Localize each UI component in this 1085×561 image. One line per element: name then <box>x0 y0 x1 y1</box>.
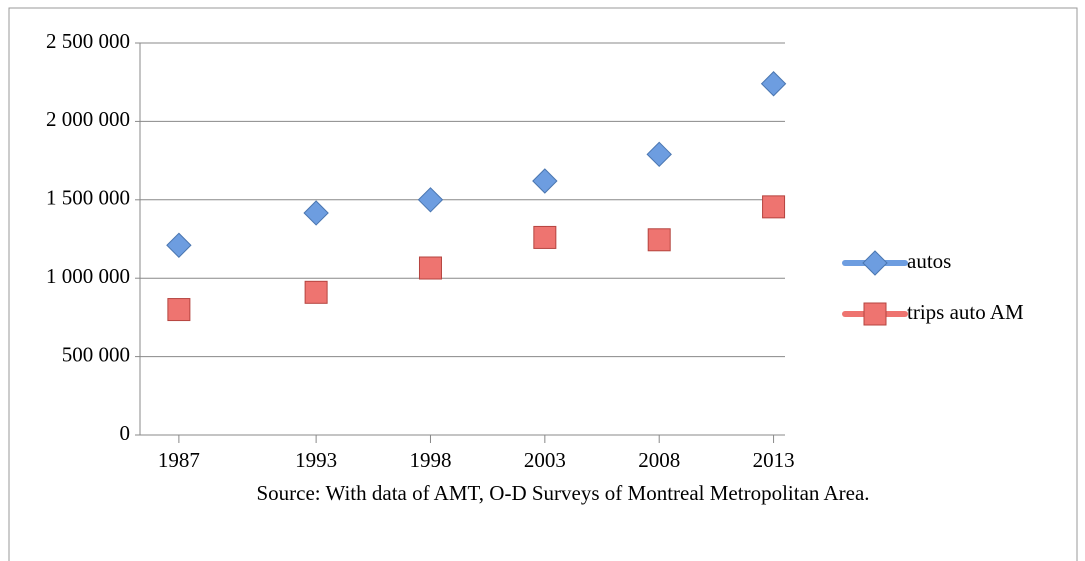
point <box>304 280 328 304</box>
x-tick-label: 1998 <box>409 448 451 472</box>
y-tick-label: 2 000 000 <box>46 107 130 131</box>
point <box>762 195 786 219</box>
point <box>533 225 557 249</box>
source-note: Source: With data of AMT, O-D Surveys of… <box>256 481 869 505</box>
frame <box>8 7 1078 561</box>
point <box>646 141 672 168</box>
x-tick-label: 1987 <box>158 448 200 472</box>
x-tick-label: 2008 <box>638 448 680 472</box>
x-tick-label: 2013 <box>753 448 795 472</box>
y-tick-label: 1 000 000 <box>46 264 130 288</box>
legend-label: trips auto AM <box>907 300 1024 324</box>
point <box>418 256 442 280</box>
point <box>647 228 671 252</box>
legend-label: autos <box>907 249 951 273</box>
legend-marker <box>862 250 888 276</box>
y-tick-label: 0 <box>120 421 131 445</box>
y-tick-label: 2 500 000 <box>46 29 130 53</box>
x-tick-label: 1993 <box>295 448 337 472</box>
point <box>532 168 558 194</box>
x-tick-label: 2003 <box>524 448 566 472</box>
point <box>417 187 444 213</box>
y-tick-label: 500 000 <box>62 342 130 366</box>
point <box>303 200 329 226</box>
point <box>166 232 192 258</box>
point <box>167 298 191 322</box>
y-tick-label: 1 500 000 <box>46 186 130 210</box>
legend-marker <box>863 302 887 326</box>
point <box>760 71 787 97</box>
